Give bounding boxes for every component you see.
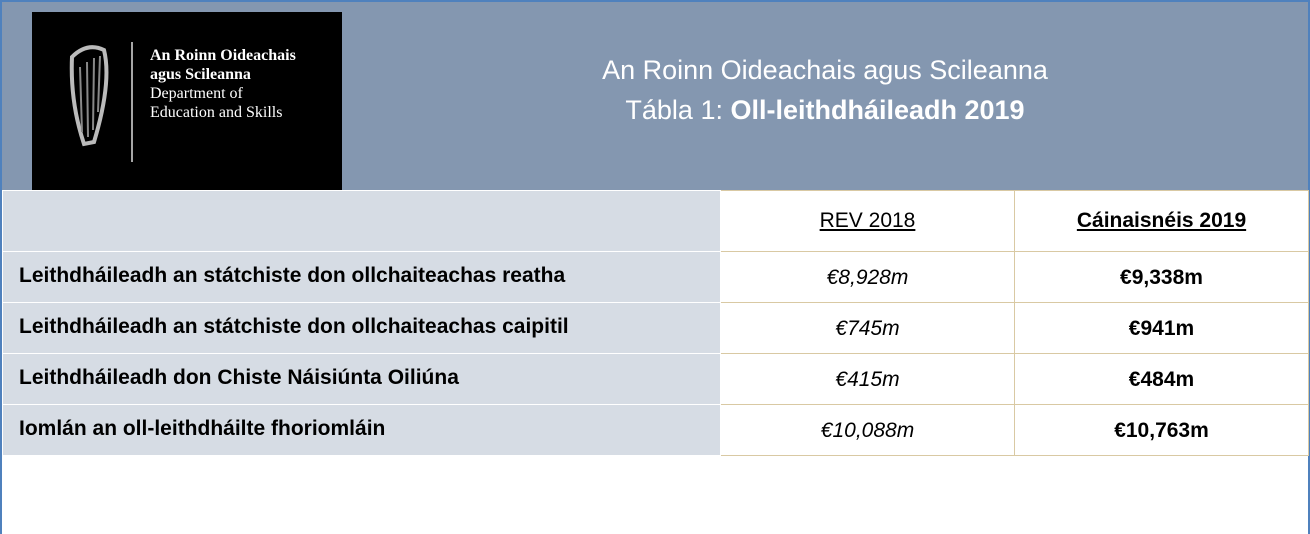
logo-line: agus Scileanna	[150, 66, 251, 83]
value-cell: €745m	[720, 302, 1015, 354]
logo-line: Department of	[150, 85, 243, 102]
column-header: REV 2018	[720, 190, 1015, 252]
row-label: Iomlán an oll-leithdháilte fhoriomláin	[19, 417, 386, 440]
row-label-cell: Leithdháileadh an státchiste don ollchai…	[2, 302, 721, 354]
value-cell: €10,763m	[1014, 404, 1309, 456]
subtitle: Tábla 1: Oll-leithdháileadh 2019	[342, 90, 1308, 130]
table: REV 2018 Cáinaisnéis 2019 Leithdháileadh…	[2, 190, 1309, 456]
harp-icon	[69, 42, 133, 162]
value-cell: €9,338m	[1014, 251, 1309, 303]
value-cell: €415m	[720, 353, 1015, 405]
subtitle-prefix: Tábla 1:	[625, 95, 723, 125]
row-label: Leithdháileadh don Chiste Náisiúnta Oili…	[19, 366, 459, 389]
header-row: REV 2018 Cáinaisnéis 2019	[2, 190, 1309, 252]
column-header: Cáinaisnéis 2019	[1014, 190, 1309, 252]
title: An Roinn Oideachais agus Scileanna	[602, 55, 1048, 85]
logo: An Roinn Oideachais agus Scileanna Depar…	[32, 12, 342, 190]
row: Iomlán an oll-leithdháilte fhoriomláin €1…	[2, 404, 1309, 456]
subtitle-bold: Oll-leithdháileadh 2019	[730, 95, 1025, 125]
row-label-cell: Iomlán an oll-leithdháilte fhoriomláin	[2, 404, 721, 456]
row-label: Leithdháileadh an státchiste don ollchai…	[19, 264, 566, 287]
row: Leithdháileadh don Chiste Náisiúnta Oili…	[2, 353, 1309, 405]
value-cell: €484m	[1014, 353, 1309, 405]
row-label-cell: Leithdháileadh an státchiste don ollchai…	[2, 251, 721, 303]
row: Leithdháileadh an státchiste don ollchai…	[2, 302, 1309, 354]
row: Leithdháileadh an státchiste don ollchai…	[2, 251, 1309, 303]
logo-line: An Roinn Oideachais	[150, 47, 296, 64]
header: An Roinn Oideachais agus Scileanna Depar…	[2, 2, 1308, 190]
table-body: REV 2018 Cáinaisnéis 2019 Leithdháileadh…	[2, 190, 1309, 456]
logo-text: An Roinn Oideachais agus Scileanna Depar…	[150, 46, 296, 122]
corner-cell	[2, 190, 721, 252]
logo-line: Education and Skills	[150, 104, 283, 121]
value-cell: €8,928m	[720, 251, 1015, 303]
row-label-cell: Leithdháileadh don Chiste Náisiúnta Oili…	[2, 353, 721, 405]
row-label: Leithdháileadh an státchiste don ollchai…	[19, 315, 569, 338]
value-cell: €10,088m	[720, 404, 1015, 456]
title-block: An Roinn Oideachais agus Scileanna Tábla…	[342, 50, 1308, 130]
value-cell: €941m	[1014, 302, 1309, 354]
